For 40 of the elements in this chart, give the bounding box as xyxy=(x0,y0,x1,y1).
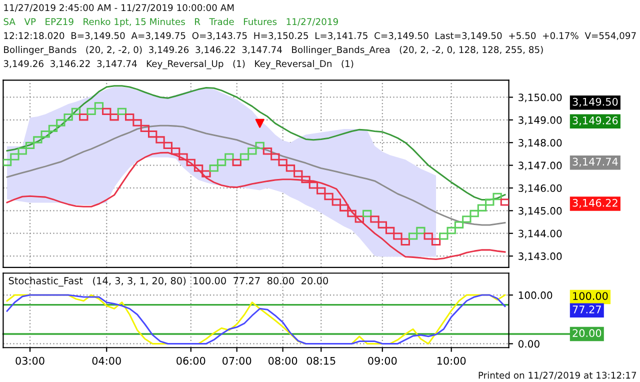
line-series xyxy=(6,294,506,344)
line-series xyxy=(6,152,506,260)
y-tick-label: 100.00 xyxy=(518,291,552,299)
annotation: Stochastic_Fast (14, 3, 3, 1, 20, 80) 100.00 77.27 80.00 20.00 xyxy=(8,276,328,287)
text: SA VP EPZ19 Renko 1pt, 15 Minutes R Trade Futures 11/27/2019 xyxy=(4,18,338,27)
text: 3,149.26 3,146.22 3,147.74 Key_Reversal_Up (1) Key_Reversal_Dn (1) xyxy=(4,60,354,70)
text: 11/27/2019 2:45:00 AM - 11/27/2019 10:00:00 AM xyxy=(4,4,234,12)
text: 100.00 xyxy=(573,292,608,300)
text: Bollinger_Bands (20, 2, -2, 0) 3,149.26 3,146.22 3,147.74 Bollinger_Bands_Area (20, 2, -2, 0, 128, 128, 255, 85) xyxy=(4,46,543,56)
text: 3,149.26 xyxy=(572,116,618,126)
line-series xyxy=(6,85,506,201)
text: 12:12:18.020 B=3,149.50 A=3,149.75 O=3,143.75 H=3,150.25 L=3,141.75 C=3,149.50 Last=3,149.50 +5.50 +0.17% V=554,097 xyxy=(4,32,636,40)
y-tick-label: 0.00 xyxy=(518,340,540,348)
y-tick-label: 3,144.00 xyxy=(518,230,562,238)
text: 77.27 xyxy=(572,306,601,314)
candlestick xyxy=(79,113,88,121)
text: 3,149.50 xyxy=(572,98,618,107)
ref-line-label: 20.00 xyxy=(572,329,602,338)
y-tick-label: 3,150.00 xyxy=(518,94,562,102)
y-tick-label: 3,143.00 xyxy=(518,252,562,262)
y-tick-label: 3,149.00 xyxy=(518,116,562,125)
y-tick-label: 3,145.00 xyxy=(518,207,562,216)
text: 3,146.22 xyxy=(572,198,618,208)
x-tick-label: 04:00 xyxy=(92,356,121,365)
text: 3,147.74 xyxy=(572,158,618,167)
y-tick-label: 3,146.00 xyxy=(518,184,562,193)
x-tick-label: 03:00 xyxy=(16,356,44,365)
x-tick-label: 09:00 xyxy=(368,356,397,365)
x-tick-label: 08:00 xyxy=(268,356,298,365)
x-tick-label: 07:00 xyxy=(222,356,252,365)
y-tick-label: 3,148.00 xyxy=(518,138,562,148)
candlestick xyxy=(362,210,372,218)
x-tick-label: 06:00 xyxy=(176,356,206,365)
candlestick xyxy=(232,158,242,166)
candlestick xyxy=(117,108,127,116)
y-tick-label: 3,147.00 xyxy=(518,162,562,170)
x-tick-label: 08:15 xyxy=(306,356,336,365)
x-tick-label: 10:00 xyxy=(437,356,466,365)
text: Printed on 11/27/2019 at 13:12:17 xyxy=(478,372,636,380)
candlestick xyxy=(500,198,509,206)
